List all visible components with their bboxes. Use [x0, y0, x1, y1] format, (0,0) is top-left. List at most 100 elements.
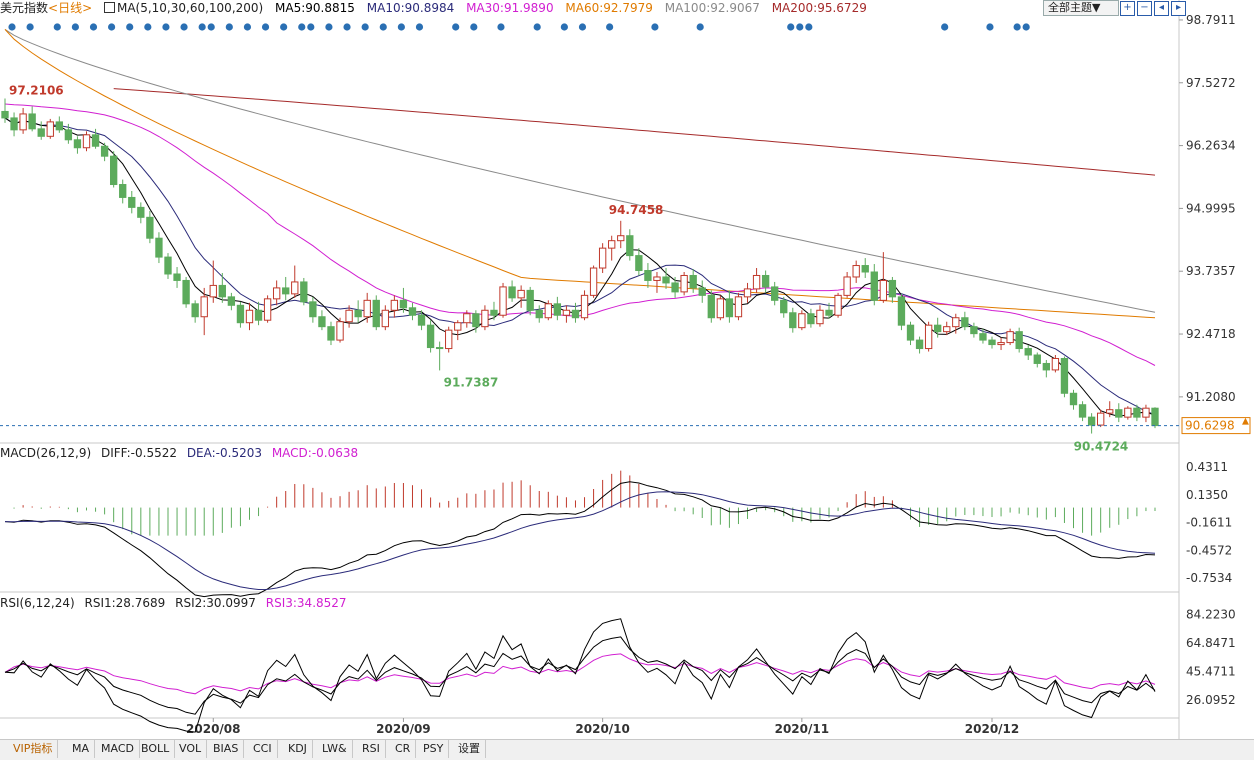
signal-marker [1022, 23, 1030, 31]
tab-ma[interactable]: MA [67, 740, 96, 758]
candle-up [608, 240, 616, 249]
macd-y-tick-label: -0.7534 [1186, 571, 1232, 585]
candle-up [943, 326, 951, 333]
candle-down [807, 313, 815, 325]
candle-down [472, 313, 480, 328]
candle-down [490, 309, 498, 316]
signal-marker [8, 23, 16, 31]
candle-down [37, 128, 45, 137]
rsi-y-tick-label: 26.0952 [1186, 693, 1236, 707]
candle-down [372, 299, 380, 328]
signal-marker [280, 23, 288, 31]
candle-up [544, 303, 552, 319]
signal-marker [452, 23, 460, 31]
candle-down [426, 324, 435, 349]
ma30-line [4, 103, 1156, 366]
period-label[interactable]: <日线> [48, 1, 93, 15]
tab-boll[interactable]: BOLL [136, 740, 176, 758]
signal-marker [560, 23, 568, 31]
candle-down [789, 312, 797, 329]
candle-down [970, 326, 978, 335]
tab-cci[interactable]: CCI [248, 740, 278, 758]
price-y-tick-label: 97.5272 [1186, 76, 1236, 90]
candle-down [155, 237, 163, 258]
tab-kdj[interactable]: KDJ [283, 740, 313, 758]
candle-down [689, 274, 697, 289]
tab-vip[interactable]: VIP指标 [8, 740, 59, 758]
candle-down [28, 113, 36, 130]
candle-down [961, 317, 969, 328]
signal-marker [787, 23, 795, 31]
price-y-tick-label: 98.7911 [1186, 13, 1236, 27]
prev-icon[interactable]: ◂ [1154, 1, 1169, 16]
signal-marker [578, 23, 587, 31]
tab-vol[interactable]: VOL [174, 740, 208, 758]
candle-down [1087, 416, 1096, 426]
candle-down [73, 139, 82, 149]
signal-marker [497, 23, 505, 31]
ma-settings-label[interactable]: MA(5,10,30,60,100,200) [103, 1, 263, 15]
candle-up [580, 294, 589, 319]
candle-down [164, 256, 172, 275]
candle-down [1151, 407, 1159, 427]
signal-marker [651, 23, 659, 31]
tab-bias[interactable]: BIAS [208, 740, 245, 758]
candle-up [1006, 331, 1014, 344]
zoom-out-icon[interactable]: − [1137, 1, 1152, 16]
candle-up [499, 286, 507, 316]
candle-up [834, 294, 842, 316]
high-annotation: 94.7458 [609, 203, 664, 217]
macd-header: MACD(26,12,9) DIFF:-0.5522 DEA:-0.5203 M… [0, 446, 364, 460]
candle-up [1106, 409, 1114, 414]
candle-down [119, 184, 127, 198]
signal-marker [986, 23, 994, 31]
tab-rsi[interactable]: RSI [357, 740, 386, 758]
candle-up [481, 309, 489, 328]
low-annotation: 91.7387 [444, 375, 499, 389]
candle-down [571, 309, 580, 319]
candle-down [635, 255, 643, 272]
candle-up [617, 235, 625, 242]
theme-dropdown[interactable]: 全部主题▼ [1043, 0, 1119, 16]
tab-psy[interactable]: PSY [418, 740, 450, 758]
signal-marker [1013, 23, 1021, 31]
last-price-tag: 90.6298 [1185, 419, 1235, 433]
signal-marker [941, 23, 949, 31]
price-y-tick-label: 92.4718 [1186, 327, 1236, 341]
price-y-tick-label: 96.2634 [1186, 139, 1236, 153]
macd-diff: DIFF:-0.5522 [100, 446, 177, 460]
candle-up [82, 134, 91, 149]
candle-down [417, 314, 426, 326]
candle-up [1142, 407, 1150, 418]
candle-down [1078, 404, 1087, 418]
candle-up [752, 274, 761, 290]
indicator-tab-bar: VIP指标 MA MACD BOLL VOL BIAS CCI KDJ LW& … [0, 739, 1254, 760]
signal-marker [343, 23, 351, 31]
signal-marker [243, 23, 252, 31]
candle-up [19, 113, 27, 131]
candle-down [1033, 354, 1041, 364]
candle-down [1069, 392, 1078, 406]
tab-cr[interactable]: CR [390, 740, 417, 758]
candle-down [780, 299, 788, 314]
tab-settings[interactable]: 设置 [453, 740, 486, 758]
ma5-value: MA5:90.8815 [275, 1, 355, 15]
next-icon[interactable]: ▸ [1171, 1, 1186, 16]
candle-down [897, 296, 906, 326]
rsi-y-tick-label: 45.4711 [1186, 665, 1236, 679]
candle-up [680, 274, 688, 293]
candle-down [1015, 331, 1023, 350]
candle-up [336, 321, 344, 341]
candle-down [218, 284, 226, 298]
candle-down [64, 129, 73, 141]
macd-y-tick-label: -0.4572 [1186, 543, 1232, 557]
macd-y-tick-label: 0.4311 [1186, 460, 1228, 474]
tab-macd[interactable]: MACD [96, 740, 140, 758]
tab-lw[interactable]: LW& [317, 740, 353, 758]
candle-down [915, 339, 924, 350]
main-chart-header: 美元指数<日线> MA(5,10,30,60,100,200) MA5:90.8… [0, 1, 875, 17]
candle-down [254, 309, 263, 321]
x-tick-label: 2020/10 [575, 722, 629, 736]
zoom-in-icon[interactable]: + [1120, 1, 1135, 16]
